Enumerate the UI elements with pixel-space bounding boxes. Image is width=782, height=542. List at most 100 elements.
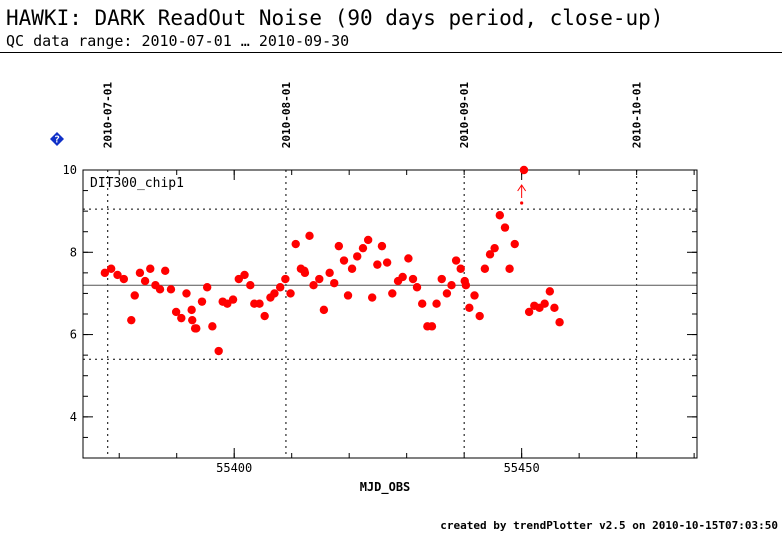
data-point [260, 311, 269, 321]
data-point [155, 285, 165, 294]
data-point [325, 268, 334, 278]
data-point [270, 289, 279, 298]
x-axis-label: MJD_OBS [360, 480, 411, 495]
data-point [427, 322, 437, 331]
data-point [480, 264, 490, 273]
data-point [404, 254, 413, 263]
data-point [363, 235, 373, 245]
data-point [377, 241, 387, 251]
data-point [177, 313, 186, 323]
data-point [246, 281, 255, 290]
data-point [291, 239, 300, 249]
data-point [470, 291, 479, 300]
data-point [140, 276, 150, 286]
x-tick-label: 55450 [504, 461, 540, 475]
data-point [408, 274, 418, 284]
data-point [550, 303, 559, 313]
data-point [106, 264, 116, 273]
data-point [347, 264, 357, 273]
data-point [188, 315, 197, 325]
help-diamond-icon[interactable]: ? [50, 132, 64, 146]
data-point [358, 243, 368, 253]
data-point [255, 299, 264, 308]
date-marker-label: 2010-08-01 [280, 82, 293, 149]
data-point [343, 291, 353, 300]
data-point [465, 303, 474, 313]
data-point [456, 264, 465, 273]
data-point [485, 250, 495, 259]
data-point [490, 243, 499, 253]
data-point [275, 283, 285, 292]
data-point [388, 289, 397, 298]
svg-text:?: ? [54, 135, 60, 146]
data-point [451, 256, 461, 265]
y-tick-label: 6 [70, 328, 77, 342]
outlier-marker [520, 201, 524, 205]
data-point [505, 264, 514, 273]
data-point [540, 299, 549, 308]
date-marker-label: 2010-07-01 [102, 82, 115, 149]
data-point [334, 241, 344, 251]
page-title: HAWKI: DARK ReadOut Noise (90 days perio… [6, 6, 664, 30]
page-subtitle: QC data range: 2010-07-01 … 2010-09-30 [6, 32, 350, 50]
y-tick-label: 10 [63, 163, 77, 177]
data-point [197, 297, 207, 306]
y-tick-label: 8 [70, 245, 77, 259]
data-point [330, 278, 339, 288]
data-point [432, 299, 441, 308]
panel-label: DIT300_chip1 [90, 176, 184, 191]
data-point [437, 274, 446, 284]
data-point [319, 305, 329, 315]
data-point [100, 268, 110, 278]
data-point [240, 270, 249, 280]
data-point [373, 260, 382, 269]
data-point [146, 264, 155, 273]
data-point [339, 256, 349, 265]
data-point [398, 272, 407, 282]
data-point [166, 285, 176, 294]
data-point [182, 289, 191, 298]
data-point [510, 239, 519, 249]
data-point [524, 307, 534, 317]
data-point [130, 291, 139, 300]
data-point [305, 231, 314, 241]
data-point [309, 281, 318, 290]
data-point [192, 324, 201, 333]
data-point [161, 266, 170, 275]
date-marker-label: 2010-09-01 [458, 82, 471, 149]
data-point [208, 322, 217, 331]
data-point [171, 307, 181, 317]
data-point [119, 274, 129, 284]
outlier-arrow-head [517, 184, 527, 192]
data-point [495, 211, 505, 220]
data-point [286, 289, 295, 298]
data-point [417, 299, 427, 308]
data-point [127, 315, 136, 325]
data-point [135, 268, 145, 278]
data-point [228, 295, 238, 304]
data-point [442, 289, 452, 298]
data-point [315, 274, 324, 284]
data-point [382, 258, 392, 267]
data-point [113, 270, 122, 280]
y-tick-label: 4 [70, 410, 77, 424]
data-point [214, 346, 223, 356]
data-point [519, 165, 529, 175]
data-point [202, 283, 212, 292]
data-point [281, 274, 290, 284]
data-point [412, 283, 422, 292]
data-point [187, 305, 196, 315]
data-point [475, 311, 484, 321]
data-point [500, 223, 510, 232]
data-point [555, 318, 564, 327]
data-point [447, 281, 456, 290]
data-point [353, 252, 362, 261]
data-point [545, 287, 555, 296]
date-marker-label: 2010-10-01 [631, 82, 644, 149]
footer-credit: created by trendPlotter v2.5 on 2010-10-… [440, 519, 778, 532]
data-point [461, 281, 471, 290]
data-point [300, 268, 310, 278]
header-divider [0, 52, 782, 53]
data-point [367, 293, 377, 302]
